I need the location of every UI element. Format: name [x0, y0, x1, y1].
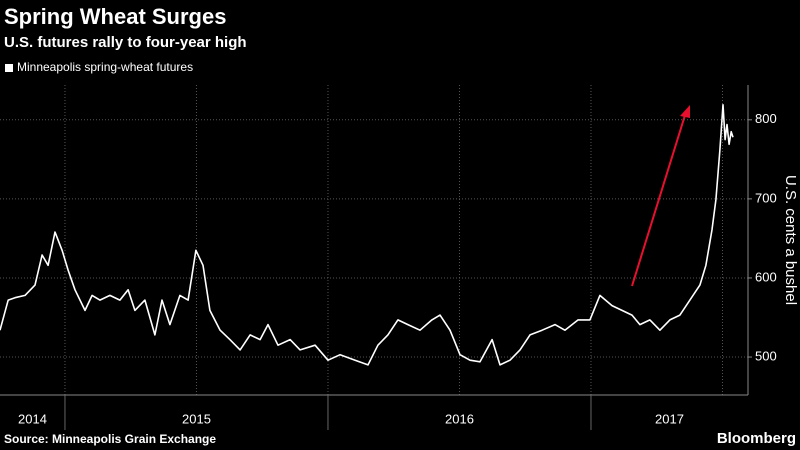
y-tick-label: 500 — [755, 348, 777, 363]
y-tick-label: 800 — [755, 111, 777, 126]
brand: Bloomberg — [717, 430, 796, 447]
x-tick-label: 2015 — [182, 411, 211, 426]
annotation-arrowhead — [680, 105, 690, 118]
chart-subtitle: U.S. futures rally to four-year high — [4, 34, 247, 51]
chart-title: Spring Wheat Surges — [4, 4, 226, 29]
annotation-arrow — [631, 111, 687, 287]
legend-label: Minneapolis spring-wheat futures — [17, 60, 193, 74]
y-axis-label: U.S. cents a bushel — [782, 175, 799, 305]
y-tick-label: 700 — [755, 190, 777, 205]
x-tick-label: 2014 — [18, 411, 47, 426]
x-tick-label: 2017 — [655, 411, 684, 426]
source: Source: Minneapolis Grain Exchange — [4, 432, 216, 446]
x-tick-label: 2016 — [445, 411, 474, 426]
line-series — [0, 104, 734, 366]
legend-swatch — [5, 64, 13, 72]
y-tick-label: 600 — [755, 269, 777, 284]
